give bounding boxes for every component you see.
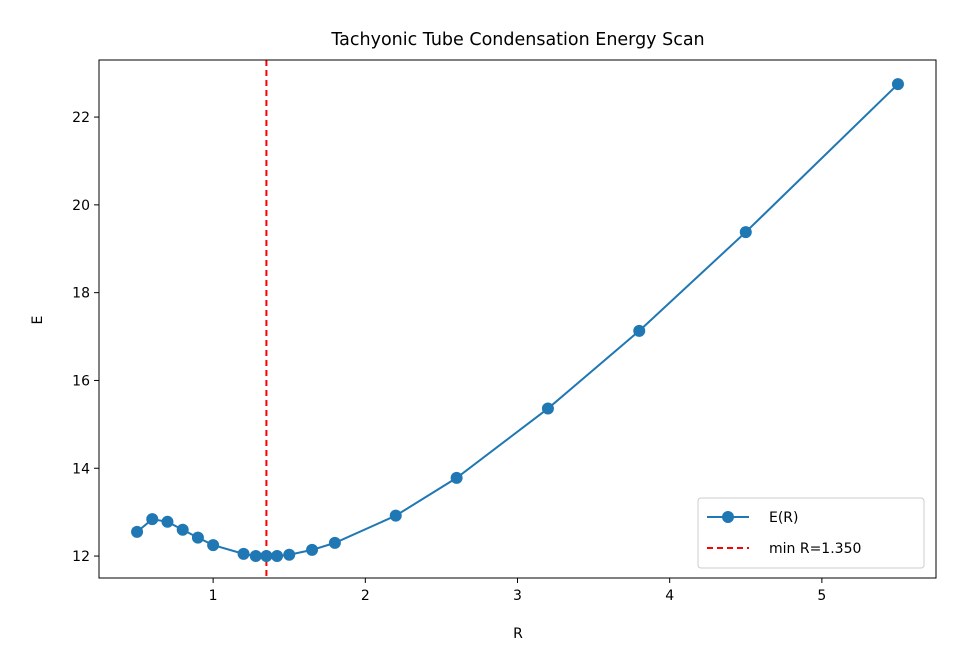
data-point (283, 548, 296, 561)
x-tick-label: 3 (513, 588, 522, 604)
y-tick-label: 18 (72, 286, 90, 302)
data-point (207, 539, 220, 552)
data-point (328, 536, 341, 549)
x-axis-label: R (513, 626, 523, 642)
y-tick-label: 20 (72, 198, 90, 214)
y-tick-label: 22 (72, 110, 90, 126)
data-point (191, 531, 204, 544)
y-tick-label: 14 (72, 461, 90, 477)
y-axis-label: E (30, 316, 46, 325)
y-tick-label: 12 (72, 549, 90, 565)
data-point (260, 550, 273, 563)
legend-series-label: E(R) (769, 510, 799, 526)
data-point (271, 550, 284, 563)
y-tick-label: 16 (72, 373, 90, 389)
y-axis: 12 14 16 18 20 22 (72, 110, 99, 565)
data-point (237, 547, 250, 560)
x-tick-label: 2 (361, 588, 370, 604)
series-group (131, 78, 904, 563)
data-point (450, 471, 463, 484)
data-point (541, 402, 554, 415)
legend-box (697, 497, 925, 569)
legend-vline-label: min R=1.350 (769, 541, 861, 557)
data-point (249, 550, 262, 563)
chart-title: Tachyonic Tube Condensation Energy Scan (330, 30, 704, 50)
x-tick-label: 4 (665, 588, 674, 604)
data-point (131, 525, 144, 538)
data-point (306, 543, 319, 556)
data-point (633, 324, 646, 337)
data-point (146, 513, 159, 526)
data-point (161, 515, 174, 528)
plot-frame (98, 59, 937, 579)
x-axis: 1 2 3 4 5 (209, 578, 826, 604)
legend-series-marker (722, 511, 734, 523)
legend: E(R) min R=1.350 (697, 497, 925, 569)
data-point (389, 509, 402, 522)
data-point (176, 523, 189, 536)
x-tick-label: 5 (817, 588, 826, 604)
x-tick-label: 1 (209, 588, 218, 604)
data-point (739, 226, 752, 239)
plot-area (99, 60, 936, 578)
data-point (891, 78, 904, 91)
